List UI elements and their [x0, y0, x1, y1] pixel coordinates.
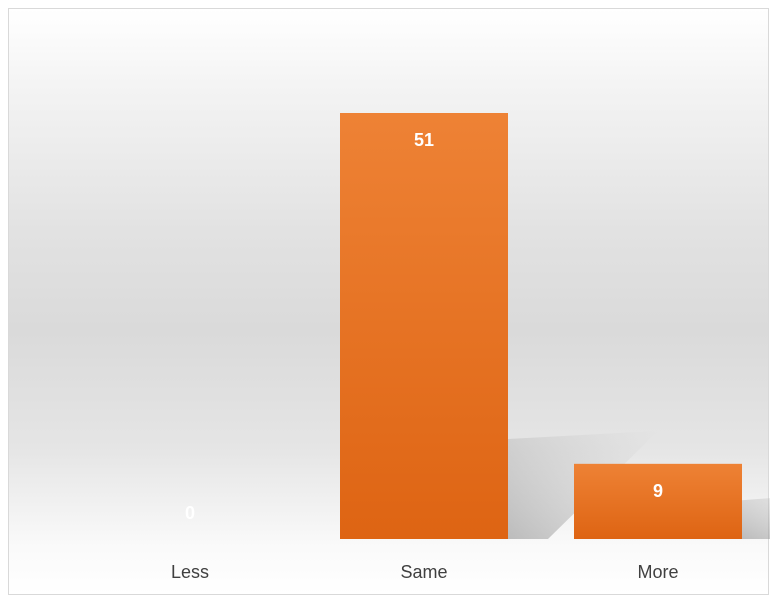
bar-same [340, 113, 508, 539]
data-label-same: 51 [414, 130, 434, 150]
bar-more [574, 463, 742, 539]
bars [340, 113, 742, 539]
category-axis: Less Same More [171, 562, 679, 582]
data-label-less: 0 [185, 503, 195, 523]
bar-shadow-more [742, 498, 770, 539]
bar-chart: 0 51 9 Less Same More [171, 113, 770, 582]
category-label-less: Less [171, 562, 209, 582]
data-label-more: 9 [653, 481, 663, 501]
category-label-more: More [637, 562, 678, 582]
data-labels: 0 51 9 [185, 130, 663, 523]
category-label-same: Same [400, 562, 447, 582]
chart-area: 0 51 9 Less Same More [8, 8, 770, 595]
